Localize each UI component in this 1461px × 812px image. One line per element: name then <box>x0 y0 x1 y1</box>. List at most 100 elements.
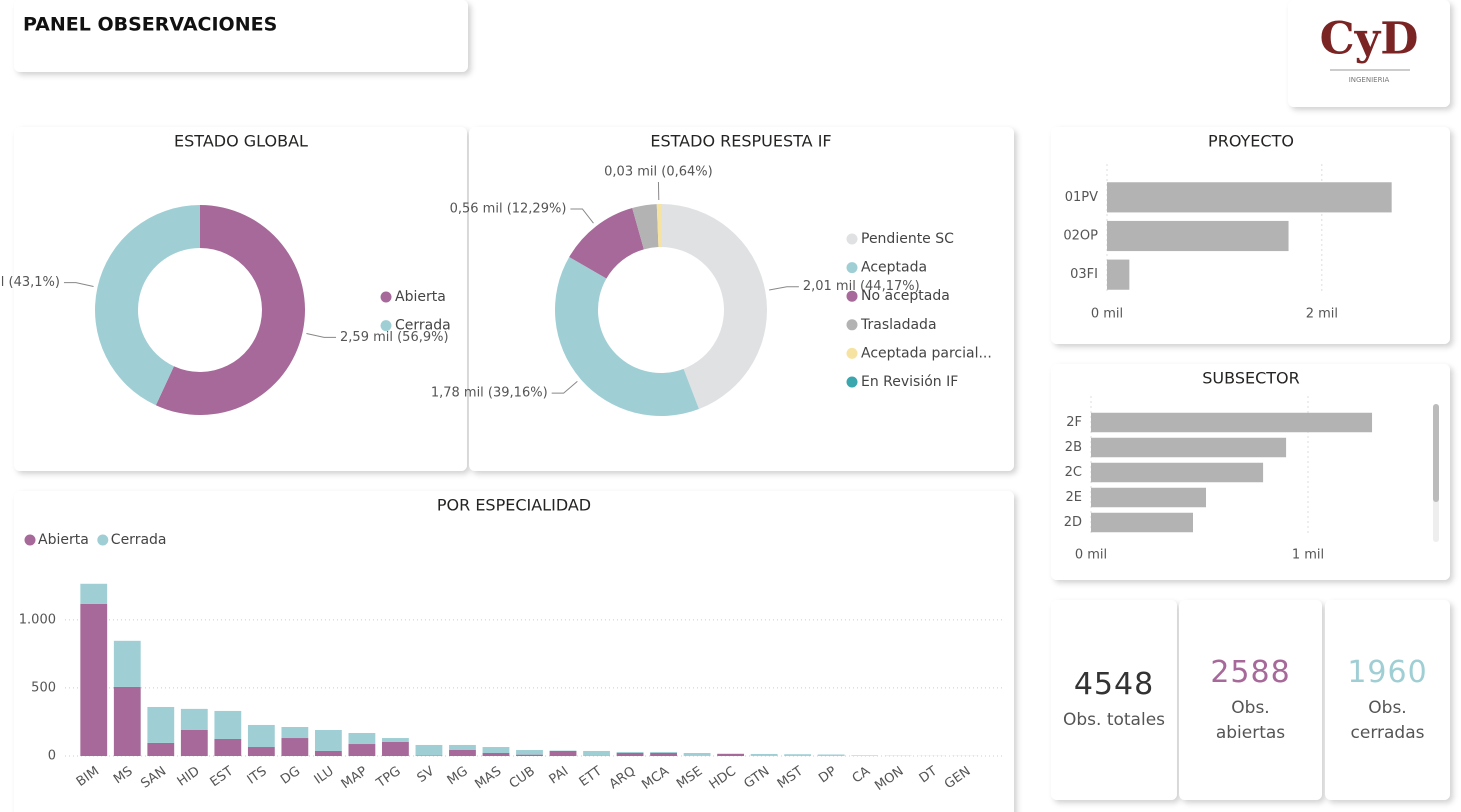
y-tick-label: 2F <box>1066 415 1082 430</box>
slice <box>656 204 661 248</box>
scrollbar-thumb[interactable] <box>1433 404 1439 502</box>
legend-label: No aceptada <box>861 288 950 304</box>
bar-segment <box>650 752 677 754</box>
bar-segment <box>281 726 309 739</box>
kpi-value: 2588 <box>1210 654 1291 690</box>
legend-swatch <box>97 534 109 546</box>
chart-title: POR ESPECIALIDAD <box>437 496 591 515</box>
bar-segment <box>449 744 476 751</box>
kpi-card <box>1325 600 1450 800</box>
bar <box>1091 487 1207 508</box>
bar-segment <box>180 729 208 756</box>
kpi-label: Obs. cerradas <box>1350 697 1425 743</box>
y-tick-label: 1.000 <box>19 612 56 627</box>
kpi-value: 4548 <box>1073 667 1155 702</box>
bar <box>1091 437 1287 458</box>
leader-line <box>570 208 594 224</box>
kpi-card <box>1051 600 1177 800</box>
bar-segment <box>80 603 108 756</box>
x-tick-label: 0 mil <box>1075 548 1107 563</box>
bar-segment <box>382 738 409 742</box>
bar-segment <box>516 754 543 756</box>
bar-segment <box>650 753 677 756</box>
leader-line <box>551 381 578 394</box>
legend-label: Aceptada <box>861 260 927 276</box>
bar-segment <box>80 583 108 604</box>
x-tick-label: 1 mil <box>1292 548 1324 563</box>
bar-segment <box>314 750 342 756</box>
data-label: 0,56 mil (12,29%) <box>450 201 567 216</box>
y-tick-label: 2C <box>1065 465 1082 480</box>
page-title: PANEL OBSERVACIONES <box>23 14 277 36</box>
legend-swatch <box>846 262 858 274</box>
bar <box>1107 259 1130 290</box>
bar <box>1107 182 1392 213</box>
data-label: 1,78 mil (39,16%) <box>431 386 548 401</box>
legend-swatch <box>846 319 858 331</box>
bar-segment <box>482 753 510 756</box>
bar-segment <box>415 744 443 756</box>
bar-segment <box>583 750 610 756</box>
bar-segment <box>314 729 342 751</box>
slice <box>632 204 659 250</box>
chart-title: ESTADO GLOBAL <box>174 132 308 151</box>
bar <box>1091 412 1373 433</box>
logo-subtext: INGENIERIA <box>1349 76 1390 84</box>
x-tick-label: 2 mil <box>1306 307 1338 322</box>
y-tick-label: 2E <box>1066 490 1083 505</box>
bar-segment <box>516 750 543 755</box>
y-tick-label: 02OP <box>1063 229 1098 244</box>
slice <box>569 207 644 279</box>
kpi-value: 1960 <box>1347 654 1428 690</box>
slice <box>155 205 305 416</box>
bar-segment <box>482 747 510 754</box>
bar-segment <box>784 754 812 756</box>
bar-segment <box>180 708 208 730</box>
legend-swatch <box>380 320 392 332</box>
bar-segment <box>147 742 175 756</box>
bar-segment <box>851 755 879 756</box>
logo-text: CyD <box>1320 14 1419 65</box>
kpi: 1960 Obs. cerradas <box>1325 600 1450 800</box>
header-card <box>14 0 468 72</box>
legend-label: En Revisión IF <box>861 374 958 390</box>
data-label: 0,03 mil (0,64%) <box>604 165 713 180</box>
bar-segment <box>281 738 309 756</box>
leader-line <box>63 282 94 288</box>
kpi-label: Obs. totales <box>1062 710 1166 730</box>
bar <box>1091 512 1193 533</box>
bar-segment <box>113 640 141 687</box>
bar-segment <box>348 744 376 756</box>
bar-segment <box>449 750 476 756</box>
bar <box>1091 462 1264 483</box>
kpi-card <box>1179 600 1322 800</box>
kpi: 2588 Obs. abiertas <box>1179 600 1322 800</box>
legend-label: Cerrada <box>111 532 167 548</box>
bar-segment <box>247 724 275 748</box>
bar-segment <box>683 753 711 756</box>
legend-swatch <box>380 291 392 303</box>
bar-segment <box>616 753 644 756</box>
legend-swatch <box>846 290 858 302</box>
legend-label: Cerrada <box>395 318 451 334</box>
bar-segment <box>247 747 275 756</box>
leader-line <box>769 286 799 291</box>
slice <box>555 257 699 416</box>
kpi-label: Obs. abiertas <box>1215 697 1286 743</box>
y-tick-label: 2D <box>1064 515 1082 530</box>
y-tick-label: 0 <box>48 749 56 764</box>
slice <box>661 204 767 409</box>
kpi: 4548 Obs. totales <box>1051 600 1177 800</box>
bar-segment <box>214 738 242 756</box>
slice <box>94 205 200 406</box>
bar-segment <box>549 750 577 756</box>
y-tick-label: 01PV <box>1065 190 1098 205</box>
legend-swatch <box>846 347 858 359</box>
leader-line <box>306 332 337 338</box>
chart-title: PROYECTO <box>1208 132 1294 151</box>
legend-label: Abierta <box>395 289 446 305</box>
bar-segment <box>717 753 745 756</box>
data-label: 2,59 mil (56,9%) <box>340 330 449 345</box>
legend-label: Trasladada <box>860 317 937 333</box>
